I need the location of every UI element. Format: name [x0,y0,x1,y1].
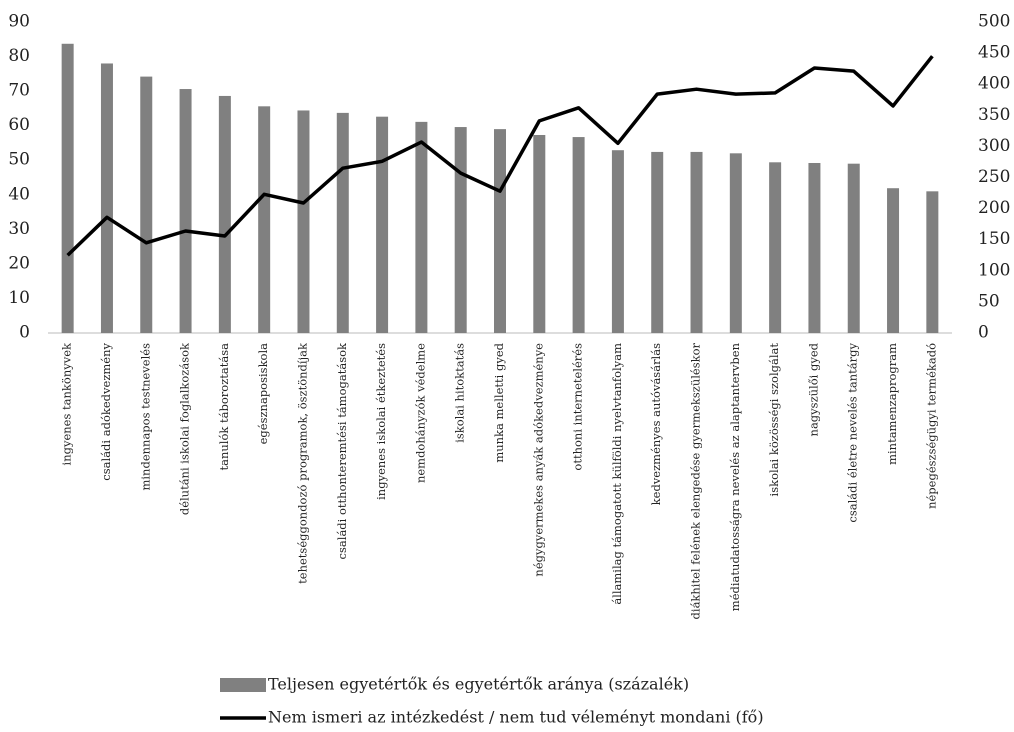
x-tick-label: otthoni internetelérés [571,343,585,471]
x-tick-label: családi adókedvezmény [99,343,113,481]
y-tick-label: 70 [8,81,30,101]
legend-label: Nem ismeri az intézkedést / nem tud véle… [268,708,764,727]
x-tick-label: családi otthonteremtési támogatások [335,342,349,559]
x-tick-label: tehetséggondozó programok, ösztöndíjak [295,342,309,584]
bar [415,121,428,333]
y2-tick-label: 50 [978,291,1000,311]
x-tick-label: iskolai közösségi szolgálat [767,343,781,497]
legend-label: Teljesen egyetértők és egyetértők aránya… [268,675,689,694]
bar [297,110,310,333]
x-tick-label: munka melletti gyed [492,342,506,462]
y-tick-label: 50 [8,150,30,170]
bar [454,127,467,333]
x-tick-label: diákhitel felének elengedése gyermekszül… [689,343,703,620]
y-tick-label: 60 [8,115,30,135]
y-tick-label: 80 [8,46,30,66]
y2-tick-label: 200 [978,198,1010,218]
x-tick-label: családi életre nevelés tantárgy [846,343,860,523]
bar [140,76,153,333]
y-tick-label: 30 [8,219,30,239]
y-tick-label: 10 [8,288,30,308]
x-tick-label: népegészségügyi termékadó [924,343,938,509]
bar [808,162,821,333]
y2-tick-label: 400 [978,74,1010,94]
y2-tick-label: 150 [978,229,1010,249]
x-tick-label: médiatudatosságra nevelés az alaptanterv… [728,342,742,611]
x-tick-label: egésznaposiskola [256,343,270,445]
bar [494,129,506,333]
y2-tick-label: 350 [978,105,1010,125]
x-tick-label: nagyszülői gyed [806,342,820,436]
x-tick-label: kedvezményes autóvásárlás [649,343,663,505]
x-tick-label: ingyenes tankönyvek [60,342,74,465]
x-tick-label: négygyermekes anyák adókedvezménye [531,343,545,577]
bar [61,43,74,334]
bar [336,112,349,334]
y-tick-label: 90 [8,12,30,32]
x-tick-label: mindennapos testnevelés [138,343,152,491]
y2-tick-label: 500 [978,12,1010,32]
bar [533,134,546,333]
bar [572,137,585,333]
x-tick-label: mintamenzaprogram [885,343,899,465]
y2-tick-label: 100 [978,260,1010,280]
x-tick-label: iskolai hitoktatás [453,343,467,443]
y2-tick-label: 450 [978,43,1010,63]
y-tick-label: 20 [8,253,30,273]
y2-tick-label: 0 [978,323,989,343]
bar [651,151,664,333]
x-tick-label: ingyenes iskolai étkeztetés [374,343,388,500]
bar [769,162,782,333]
bar [887,188,900,333]
bar [690,151,703,333]
x-tick-label: nemdohányzók védelme [413,343,427,483]
x-tick-label: államilag támogatott külföldi nyelvtanfo… [610,343,624,605]
line [66,55,934,257]
x-tick-label: délutáni iskolai foglalkozások [178,342,192,515]
y-tick-label: 0 [19,323,30,343]
bar [847,163,860,333]
legend-swatch [220,678,266,692]
bar [179,89,192,333]
bar [376,116,389,333]
bar [100,63,113,333]
bar [218,95,231,334]
bar [729,153,742,333]
bar [258,106,271,333]
bar [926,191,939,333]
y-tick-label: 40 [8,184,30,204]
y2-tick-label: 250 [978,167,1010,187]
bar [611,150,624,333]
y2-tick-label: 300 [978,136,1010,156]
x-tick-label: tanulók táboroztatása [217,343,231,471]
